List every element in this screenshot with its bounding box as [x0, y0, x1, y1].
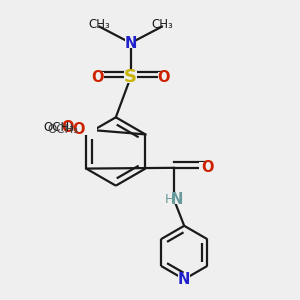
Text: CH₃: CH₃ — [151, 18, 173, 31]
Text: O: O — [92, 70, 104, 85]
FancyBboxPatch shape — [199, 163, 211, 173]
FancyBboxPatch shape — [73, 124, 91, 134]
FancyBboxPatch shape — [125, 38, 136, 48]
Text: N: N — [178, 272, 190, 287]
Text: N: N — [124, 35, 137, 50]
Text: O: O — [62, 120, 74, 135]
Text: OCH₃: OCH₃ — [43, 121, 74, 134]
Text: O: O — [72, 122, 85, 137]
FancyBboxPatch shape — [158, 72, 169, 83]
Text: O: O — [202, 160, 214, 175]
Text: CH₃: CH₃ — [88, 18, 110, 31]
Text: S: S — [124, 68, 137, 86]
Text: OCH₃: OCH₃ — [48, 123, 79, 136]
Text: H: H — [165, 193, 174, 206]
FancyBboxPatch shape — [124, 71, 137, 83]
Text: O: O — [157, 70, 170, 85]
FancyBboxPatch shape — [178, 274, 190, 285]
Text: N: N — [171, 191, 183, 206]
FancyBboxPatch shape — [67, 124, 97, 135]
FancyBboxPatch shape — [165, 194, 183, 204]
FancyBboxPatch shape — [92, 72, 104, 83]
